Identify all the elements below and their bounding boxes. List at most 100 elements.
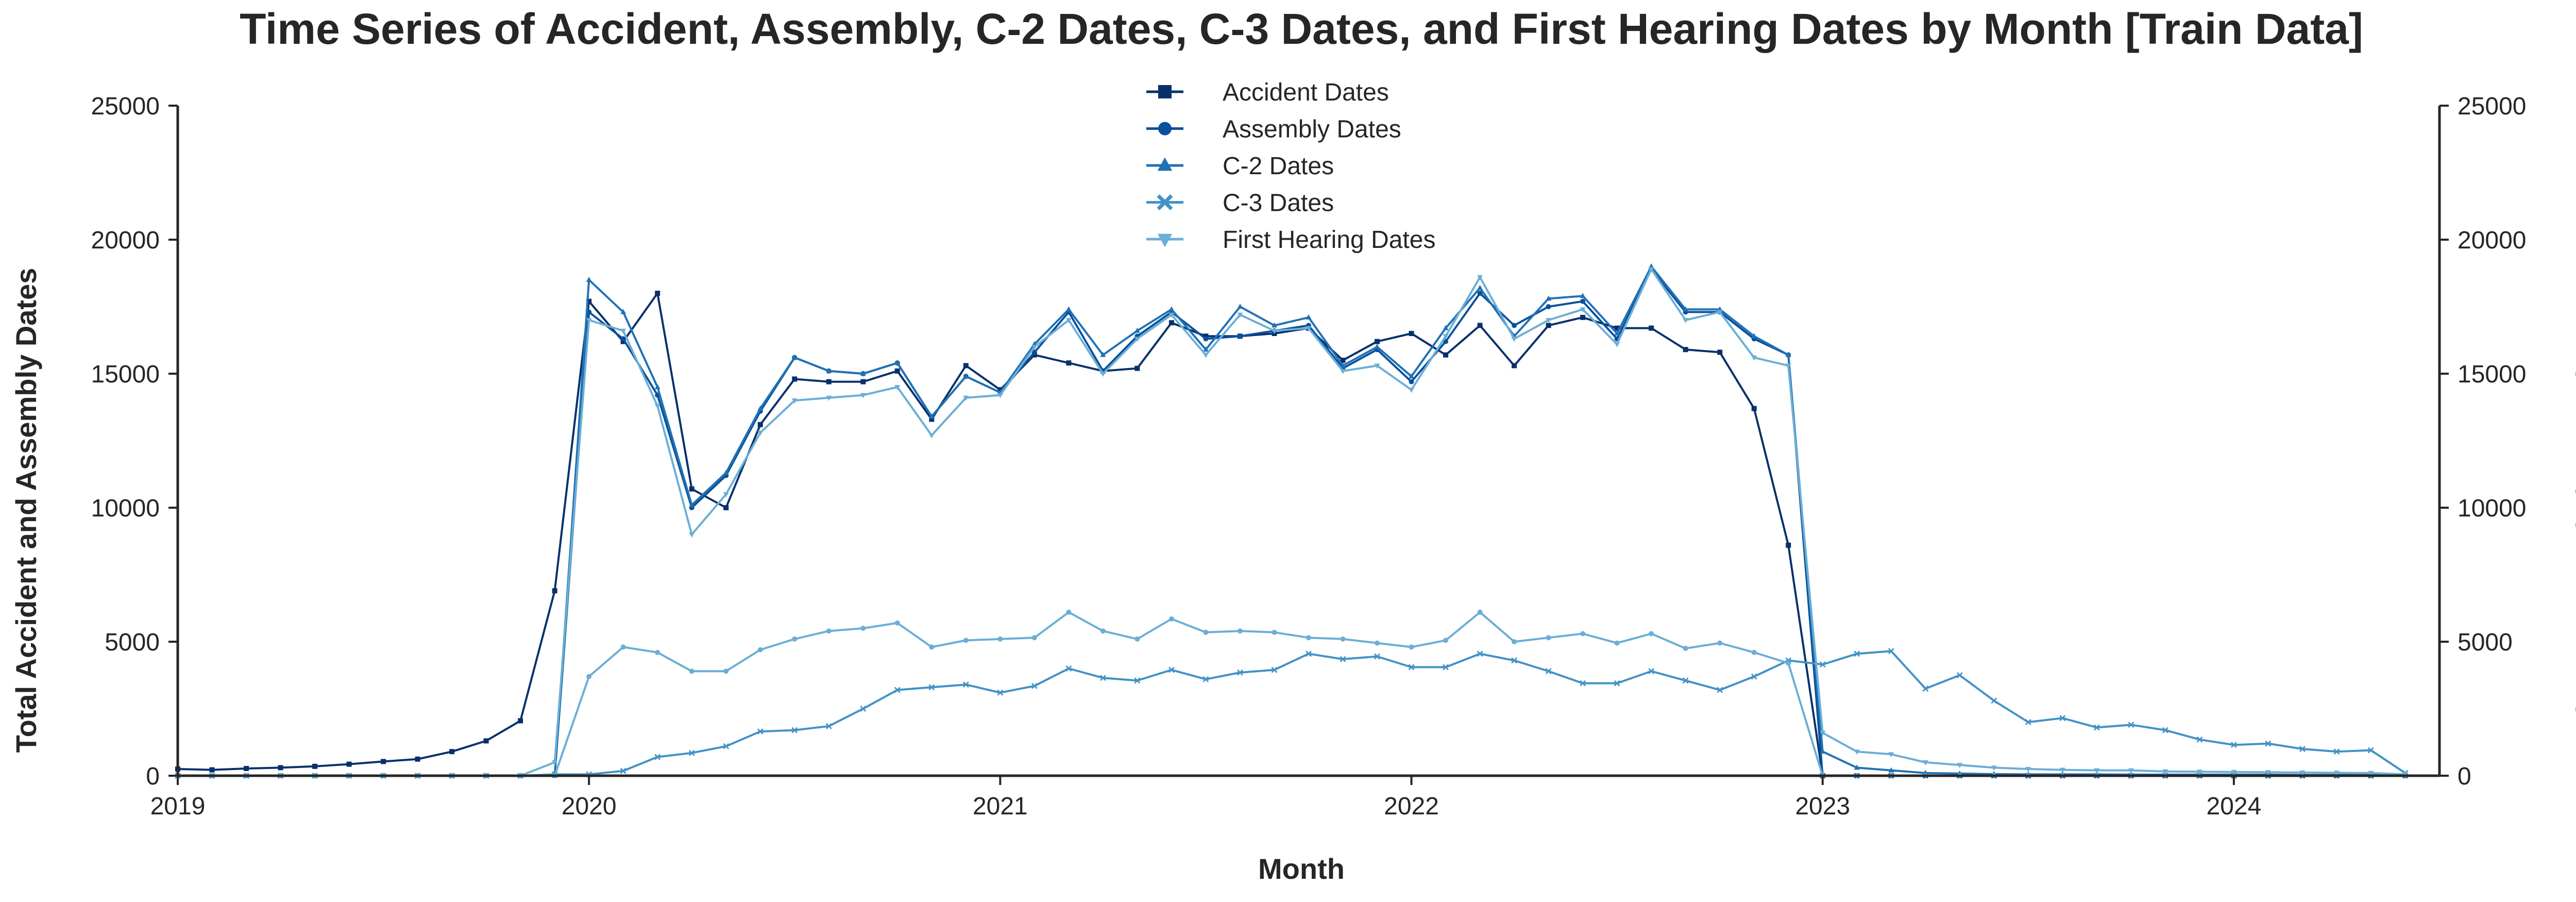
data-point bbox=[894, 368, 900, 374]
data-point bbox=[723, 743, 730, 749]
data-point bbox=[209, 767, 215, 773]
y-tick-label-left: 0 bbox=[146, 763, 160, 790]
data-point bbox=[1408, 664, 1415, 671]
data-point bbox=[620, 336, 626, 342]
data-point bbox=[1065, 306, 1072, 312]
data-point bbox=[2162, 727, 2168, 733]
x-tick-label: 2022 bbox=[1384, 793, 1439, 820]
data-point bbox=[929, 416, 935, 422]
data-point bbox=[620, 328, 626, 334]
data-point bbox=[894, 687, 901, 693]
data-point bbox=[415, 756, 420, 762]
data-point bbox=[1648, 668, 1655, 675]
series-4 bbox=[175, 267, 2408, 779]
data-point bbox=[1375, 640, 1380, 646]
data-point bbox=[1237, 333, 1243, 339]
data-point bbox=[1580, 298, 1586, 304]
data-point bbox=[1374, 344, 1380, 349]
data-point bbox=[1649, 325, 1654, 331]
data-point bbox=[1443, 325, 1449, 330]
series-1 bbox=[175, 266, 2408, 778]
x-tick-label: 2024 bbox=[2207, 793, 2262, 820]
data-point bbox=[449, 749, 455, 755]
data-point bbox=[826, 395, 832, 401]
data-point bbox=[552, 760, 558, 765]
data-point bbox=[1546, 304, 1551, 309]
data-point bbox=[518, 718, 523, 724]
data-point bbox=[312, 763, 318, 769]
data-point bbox=[1614, 325, 1620, 331]
data-point bbox=[860, 371, 866, 376]
data-point bbox=[1443, 334, 1449, 340]
data-point bbox=[1717, 310, 1723, 315]
data-point bbox=[1546, 318, 1552, 323]
data-point bbox=[963, 373, 969, 379]
data-point bbox=[1580, 314, 1586, 320]
data-point bbox=[2128, 722, 2134, 728]
data-point bbox=[1614, 680, 1620, 687]
data-point bbox=[1751, 649, 1757, 655]
data-point bbox=[1683, 646, 1688, 651]
data-point bbox=[620, 309, 626, 314]
x-tick-label: 2021 bbox=[973, 793, 1028, 820]
data-point bbox=[1751, 355, 1757, 361]
y-tick-label-left: 25000 bbox=[91, 93, 160, 120]
data-point bbox=[1683, 318, 1689, 323]
data-point bbox=[1100, 372, 1106, 377]
data-point bbox=[826, 379, 832, 385]
data-point bbox=[2299, 746, 2306, 752]
data-point bbox=[2196, 770, 2202, 775]
data-point bbox=[894, 620, 900, 626]
data-point bbox=[1374, 653, 1381, 660]
data-point bbox=[757, 728, 764, 735]
legend: Accident Dates Assembly Dates C-2 Dates C-3… bbox=[1146, 79, 1435, 254]
data-point bbox=[1443, 352, 1449, 358]
data-point bbox=[1511, 657, 1518, 664]
y-tick-label-left: 10000 bbox=[91, 495, 160, 522]
data-point bbox=[2025, 719, 2031, 725]
data-point bbox=[1751, 673, 1757, 680]
series-line bbox=[178, 265, 2405, 777]
data-point bbox=[723, 492, 729, 497]
data-point bbox=[963, 363, 969, 369]
data-point bbox=[689, 486, 694, 492]
series-line bbox=[178, 611, 2405, 777]
legend-label: C-3 Dates bbox=[1223, 190, 1334, 217]
legend-marker bbox=[1158, 85, 1172, 98]
data-point bbox=[2231, 770, 2237, 775]
data-point bbox=[2059, 715, 2066, 722]
data-point bbox=[792, 376, 798, 382]
data-point bbox=[1272, 629, 1277, 635]
axes: 0 0 5000 5000 10000 10000 15000 15000 20000 20000… bbox=[91, 93, 2527, 820]
data-point bbox=[1443, 664, 1449, 671]
data-point bbox=[1340, 369, 1346, 374]
series-3 bbox=[175, 648, 2409, 779]
data-point bbox=[1443, 339, 1449, 344]
y-tick-label-right: 20000 bbox=[2458, 227, 2526, 254]
data-point bbox=[1477, 323, 1483, 328]
data-point bbox=[1580, 680, 1586, 687]
data-point bbox=[1477, 291, 1483, 296]
data-point bbox=[1134, 327, 1140, 333]
data-point bbox=[278, 765, 283, 771]
y-tick-label-right: 25000 bbox=[2458, 93, 2526, 120]
data-point bbox=[1546, 295, 1552, 301]
legend-label: Assembly Dates bbox=[1223, 116, 1401, 143]
y-axis-label-left: Total Accident and Assembly Dates bbox=[10, 268, 42, 753]
x-tick-label: 2023 bbox=[1795, 793, 1850, 820]
legend-item: First Hearing Dates bbox=[1146, 226, 1435, 254]
data-point bbox=[757, 405, 764, 411]
data-point bbox=[1580, 293, 1586, 298]
data-point bbox=[826, 628, 832, 634]
data-point bbox=[1717, 640, 1723, 646]
data-point bbox=[1202, 346, 1209, 352]
data-point bbox=[1306, 650, 1312, 657]
data-point bbox=[1031, 635, 1037, 641]
series-0 bbox=[175, 291, 2408, 778]
data-point bbox=[1751, 406, 1757, 411]
data-point bbox=[1065, 318, 1072, 323]
data-point bbox=[1477, 609, 1483, 615]
data-point bbox=[791, 398, 798, 404]
data-point bbox=[1065, 665, 1072, 672]
